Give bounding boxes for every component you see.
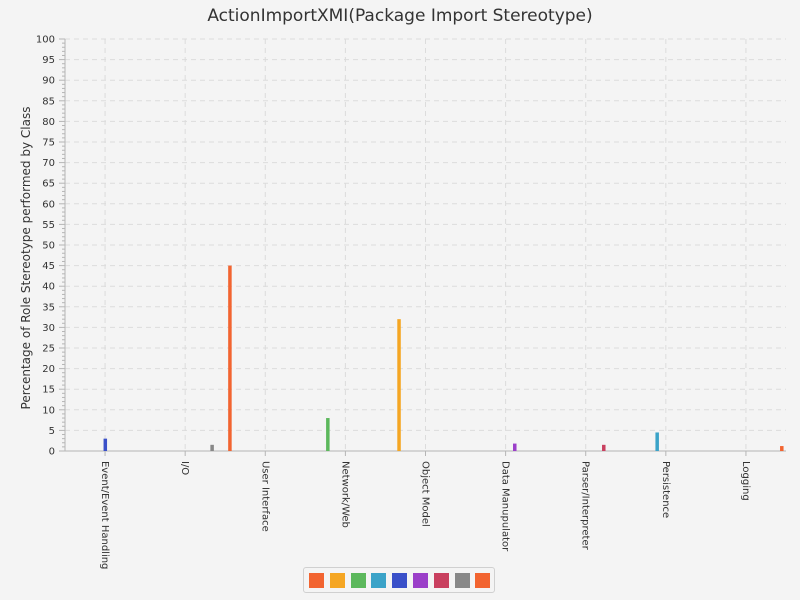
x-tick-label: Object Model: [420, 461, 431, 527]
legend-swatch: [392, 573, 408, 588]
x-tick-label: Data Manupulator: [500, 461, 511, 552]
y-tick-label: 90: [42, 76, 55, 87]
y-tick-label: 0: [49, 447, 55, 458]
legend-swatch: [475, 573, 491, 588]
x-tick-label: User Interface: [259, 461, 270, 532]
y-tick-label: 95: [42, 55, 55, 66]
x-tick-label: Event/Event Handling: [99, 461, 110, 569]
y-tick-label: 65: [42, 179, 55, 190]
y-tick-label: 75: [42, 138, 55, 149]
x-tick-label: Logging: [740, 461, 751, 501]
y-tick-label: 70: [42, 158, 55, 169]
bar: [602, 444, 606, 451]
bar: [228, 265, 232, 451]
bar: [397, 319, 401, 451]
x-tick-label: Persistence: [660, 461, 671, 518]
bar: [103, 438, 108, 451]
legend: [303, 567, 495, 593]
y-tick-label: 85: [42, 96, 55, 107]
y-tick-label: 100: [36, 35, 55, 46]
y-tick-label: 40: [42, 282, 55, 293]
legend-swatch: [413, 573, 428, 588]
y-tick-label: 80: [42, 117, 55, 128]
bar: [326, 418, 330, 451]
legend-swatch: [350, 573, 366, 588]
x-tick-label: I/O: [179, 461, 190, 475]
bar: [210, 444, 214, 451]
legend-swatch: [309, 573, 324, 588]
y-tick-label: 20: [42, 364, 55, 375]
y-tick-label: 25: [42, 344, 55, 355]
legend-swatch: [454, 573, 470, 588]
y-tick-label: 30: [42, 323, 55, 334]
y-tick-label: 50: [42, 241, 55, 252]
y-tick-label: 55: [42, 220, 55, 231]
y-tick-label: 5: [49, 426, 55, 437]
y-tick-label: 60: [42, 199, 55, 210]
bar: [513, 443, 517, 451]
legend-swatch: [329, 573, 345, 588]
legend-swatch: [371, 573, 387, 588]
bar: [655, 432, 659, 451]
y-tick-label: 10: [42, 405, 55, 416]
x-tick-label: Network/Web: [339, 461, 350, 528]
bar: [780, 446, 784, 451]
x-tick-label: Parser/Interpreter: [580, 461, 591, 551]
y-tick-label: 35: [42, 302, 55, 313]
legend-swatch: [433, 573, 449, 588]
y-tick-label: 45: [42, 261, 55, 272]
y-tick-label: 15: [42, 385, 55, 396]
chart-title: ActionImportXMI(Package Import Stereotyp…: [207, 6, 593, 26]
